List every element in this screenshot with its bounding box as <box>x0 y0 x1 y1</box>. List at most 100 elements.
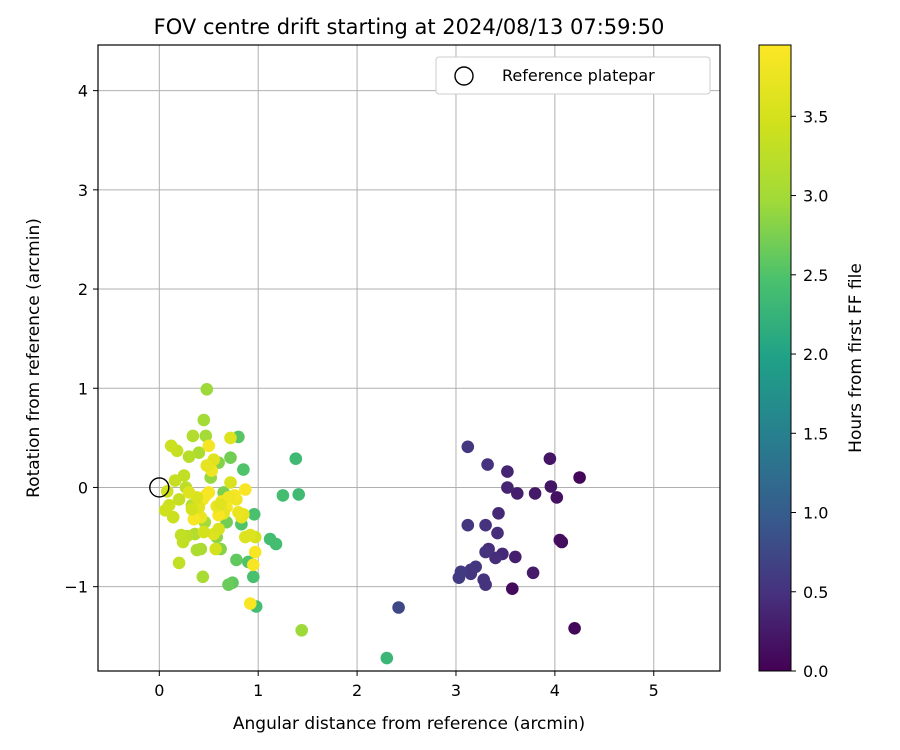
data-point <box>553 533 567 547</box>
data-point <box>380 651 394 665</box>
colorbar-tick-label: 1.5 <box>803 424 828 443</box>
x-tick-label: 2 <box>352 681 362 700</box>
colorbar-tick-label: 3.5 <box>803 107 828 126</box>
data-point <box>200 459 214 472</box>
data-point <box>247 508 261 521</box>
data-point <box>164 439 178 453</box>
colorbar-tick-label: 2.0 <box>803 345 828 364</box>
data-point <box>200 383 214 396</box>
data-point <box>196 570 210 584</box>
colorbar-gradient <box>758 44 792 672</box>
data-point <box>528 487 542 500</box>
data-point <box>501 465 514 478</box>
legend-marker <box>454 66 474 86</box>
data-point <box>461 518 475 532</box>
legend-box <box>435 56 711 95</box>
data-point <box>187 512 201 526</box>
data-point <box>511 487 524 500</box>
data-point <box>263 532 277 546</box>
data-point <box>244 597 257 610</box>
data-point <box>224 451 237 465</box>
colorbar-tick-label: 1.0 <box>803 504 828 523</box>
data-point <box>479 518 492 532</box>
data-point <box>168 474 182 487</box>
data-point <box>190 543 204 557</box>
data-point <box>392 601 405 614</box>
y-axis-ticks: −1 0 1 2 3 4 <box>64 82 98 597</box>
data-point <box>506 582 519 595</box>
colorbar: 0.0 0.5 1.0 1.5 2.0 2.5 3.0 3.5 Hours from firs… <box>758 44 866 681</box>
data-point <box>230 553 243 567</box>
x-tick-label: 3 <box>451 681 461 700</box>
colorbar-tick-label: 0.5 <box>803 583 828 602</box>
data-point <box>491 526 504 540</box>
data-point <box>247 558 260 572</box>
data-point <box>479 578 492 591</box>
data-point <box>224 431 237 445</box>
data-point <box>239 483 252 496</box>
colorbar-label: Hours from first FF file <box>846 263 866 453</box>
plot-frame <box>97 44 721 672</box>
x-axis-ticks: 0 1 2 3 4 5 <box>154 671 659 700</box>
chart-title: FOV centre drift starting at 2024/08/13 … <box>154 15 665 39</box>
data-point <box>197 525 211 539</box>
data-point <box>239 530 252 544</box>
data-point <box>158 504 172 517</box>
x-tick-label: 1 <box>253 681 263 700</box>
legend: Reference platepar <box>435 56 711 95</box>
data-point <box>172 493 186 506</box>
data-point <box>232 506 245 519</box>
data-point <box>295 624 309 637</box>
data-point <box>214 498 227 511</box>
reference-marker <box>149 477 170 498</box>
data-point <box>247 570 260 584</box>
data-point <box>573 471 586 484</box>
data-point <box>212 522 225 536</box>
data-point <box>289 452 303 466</box>
data-point <box>501 481 514 494</box>
data-point <box>209 542 222 556</box>
y-tick-label: 0 <box>78 478 88 497</box>
data-point <box>222 578 235 591</box>
data-point <box>489 551 502 565</box>
y-tick-label: 2 <box>78 280 88 299</box>
data-point <box>185 503 199 516</box>
data-point <box>464 567 478 581</box>
data-point <box>186 429 200 443</box>
x-axis-label: Angular distance from reference (arcmin) <box>233 714 585 734</box>
data-point <box>550 491 564 504</box>
data-point <box>276 489 290 502</box>
reference-point <box>149 477 170 498</box>
data-point <box>172 556 186 570</box>
data-point <box>543 452 557 466</box>
data-point <box>479 545 492 559</box>
y-tick-label: 4 <box>78 82 88 101</box>
data-point <box>192 446 206 460</box>
y-tick-label: −1 <box>64 578 88 597</box>
data-point <box>202 439 216 453</box>
colorbar-tick-label: 3.0 <box>803 187 828 206</box>
x-tick-label: 4 <box>550 681 560 700</box>
x-tick-label: 5 <box>649 681 659 700</box>
data-point <box>182 450 196 464</box>
data-point <box>481 458 494 471</box>
grid-lines <box>98 45 720 671</box>
data-point <box>224 476 237 489</box>
y-axis-label: Rotation from reference (arcmin) <box>24 218 44 498</box>
colorbar-ticks: 0.0 0.5 1.0 1.5 2.0 2.5 3.0 3.5 <box>791 107 828 681</box>
data-point <box>174 528 188 542</box>
data-point <box>526 566 540 580</box>
data-point <box>568 622 581 635</box>
data-point <box>248 545 262 559</box>
data-point <box>199 429 213 443</box>
y-tick-label: 1 <box>78 379 88 398</box>
y-tick-label: 3 <box>78 181 88 200</box>
data-point <box>292 488 306 501</box>
data-point <box>160 485 174 498</box>
data-point <box>197 413 211 427</box>
data-point <box>461 440 475 454</box>
data-point <box>509 550 522 564</box>
data-point <box>182 486 196 499</box>
colorbar-tick-label: 0.0 <box>803 662 828 681</box>
